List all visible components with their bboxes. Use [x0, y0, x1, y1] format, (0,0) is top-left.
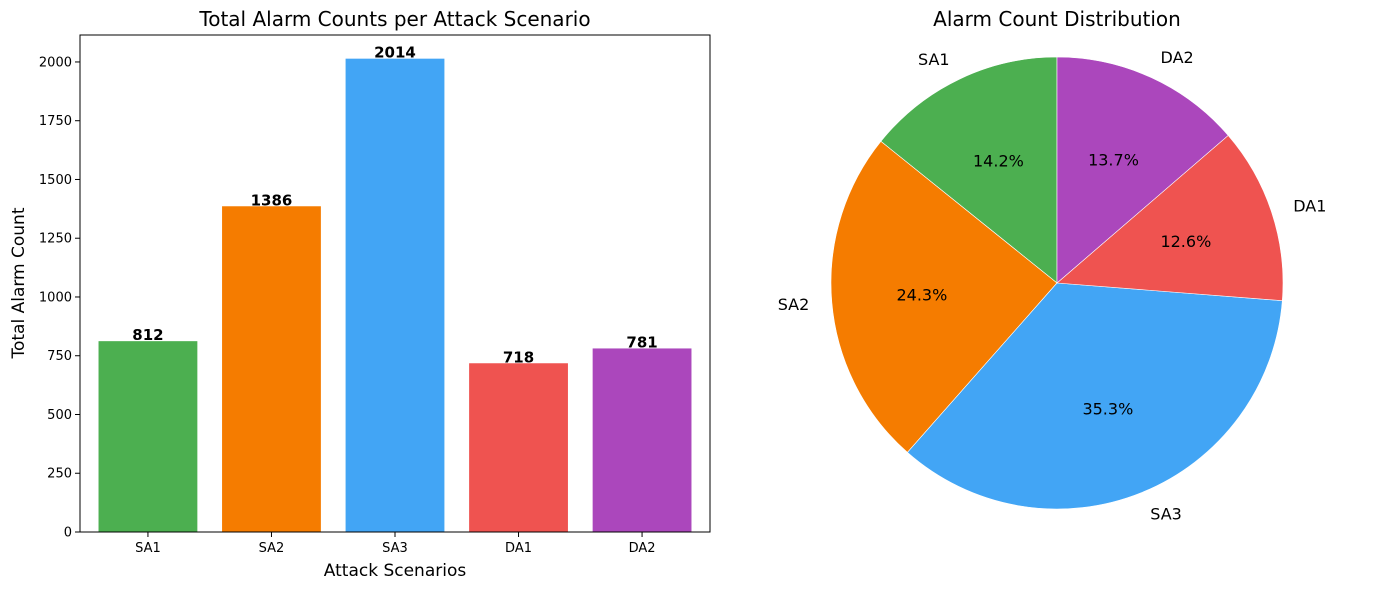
pie-chart: Alarm Count Distribution SA1 14.2% SA2 24.3… [778, 7, 1327, 523]
bar-y-axis-label: Total Alarm Count [9, 207, 29, 359]
bar-da1 [469, 363, 568, 532]
pie-slice-label: SA2 [778, 295, 810, 314]
bar-y-tick-label: 500 [47, 408, 72, 423]
pie-percent-label: 35.3% [1082, 400, 1133, 419]
pie-chart-title: Alarm Count Distribution [933, 7, 1181, 31]
bar-x-axis-label: Attack Scenarios [324, 561, 467, 581]
bar-plot-frame [79, 34, 711, 533]
pie-slice-da2 [1056, 56, 1229, 284]
bar-value-label: 2014 [374, 44, 416, 62]
bar-value-label: 1386 [251, 191, 293, 209]
bar-y-ticks: 0 250 500 750 1000 1250 1500 1750 2000 [39, 55, 80, 541]
pie-percent-label: 14.2% [973, 152, 1024, 171]
bar-x-tick-label: DA2 [629, 541, 656, 556]
bar-x-tick-label: SA3 [382, 541, 408, 556]
bar-x-tick-label: DA1 [505, 541, 532, 556]
bar-chart: Total Alarm Counts per Attack Scenario 0… [9, 7, 711, 581]
bar-sa3 [345, 58, 445, 533]
pie-slice-sa3 [906, 282, 1283, 510]
bar-da2 [592, 348, 692, 532]
bar-y-tick-label: 1750 [39, 114, 72, 129]
bar-x-tick-label: SA1 [135, 541, 161, 556]
pie-slice-label: DA1 [1293, 197, 1326, 216]
pie-slice-sa2 [830, 140, 1058, 453]
pie-labels: SA1 14.2% SA2 24.3% SA3 35.3% DA1 12.6% DA2 13.7% [778, 48, 1327, 523]
bar-value-label: 781 [626, 333, 657, 351]
bar-value-label: 812 [132, 326, 163, 344]
pie-slice-label: SA3 [1150, 504, 1182, 523]
bar-value-label: 718 [503, 348, 534, 366]
bar-y-tick-label: 2000 [39, 55, 72, 70]
bar-sa2 [222, 206, 321, 532]
bar-x-tick-label: SA2 [259, 541, 285, 556]
bar-y-tick-label: 1250 [39, 232, 72, 247]
bar-y-tick-label: 250 [47, 467, 72, 482]
pie-slice-da1 [1056, 134, 1284, 302]
bar-sa1 [98, 341, 198, 532]
pie-percent-label: 24.3% [896, 286, 947, 305]
bar-x-ticks: SA1 SA2 SA3 DA1 DA2 [135, 532, 656, 556]
bar-y-tick-label: 750 [47, 349, 72, 364]
pie-slice-label: DA2 [1161, 48, 1194, 67]
bar-series: 812 1386 2014 718 781 [98, 44, 692, 533]
pie-percent-label: 12.6% [1160, 232, 1211, 251]
bar-chart-title: Total Alarm Counts per Attack Scenario [198, 7, 590, 31]
pie-slices [830, 56, 1284, 510]
bar-y-tick-label: 1500 [39, 173, 72, 188]
pie-slice-sa1 [880, 56, 1058, 284]
pie-percent-label: 13.7% [1088, 151, 1139, 170]
bar-y-tick-label: 0 [64, 526, 72, 541]
pie-slice-label: SA1 [918, 50, 950, 69]
bar-y-tick-label: 1000 [39, 290, 72, 305]
